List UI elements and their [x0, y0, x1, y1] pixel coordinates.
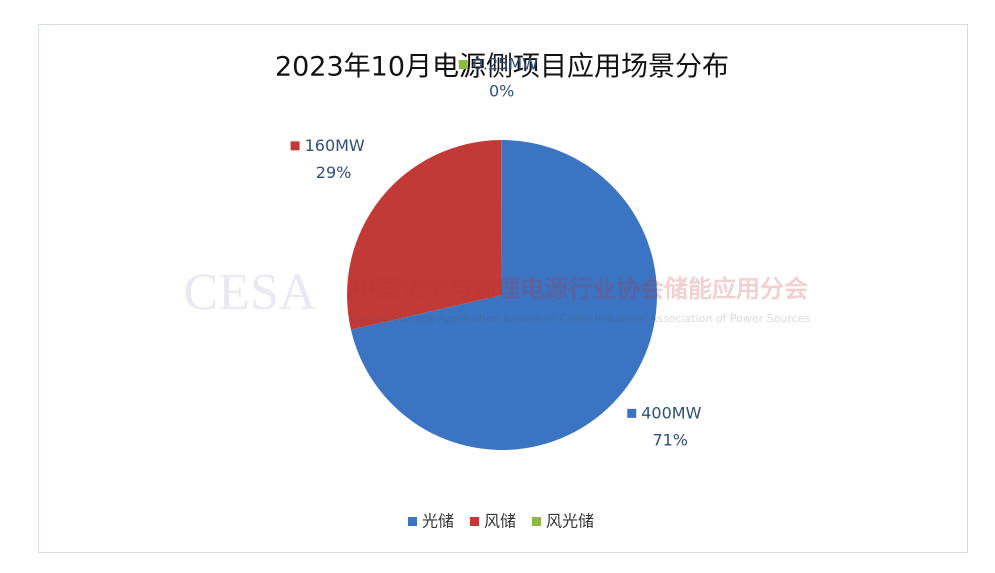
- plot: 400MW 71% 160MW 29% 0.25MW 0%: [290, 55, 702, 450]
- watermark: CESA 中国化学与物理电源行业协会储能应用分会 Energy Storage …: [184, 264, 811, 325]
- pie-slice: [350, 140, 657, 450]
- watermark-logo: CESA: [184, 264, 317, 321]
- label-swatch: [458, 60, 468, 70]
- pie-slice: [347, 140, 502, 330]
- chart-title: 2023年10月电源侧项目应用场景分布: [275, 52, 729, 83]
- value-label: 160MW: [305, 136, 365, 155]
- legend-label: 风光储: [546, 512, 594, 531]
- percent-label: 0%: [489, 82, 514, 101]
- label-swatch: [627, 408, 637, 418]
- watermark-name: 中国化学与物理电源行业协会储能应用分会: [352, 275, 808, 303]
- watermark-english: Energy Storage Application Branch of Chi…: [350, 312, 811, 325]
- value-label: 400MW: [641, 403, 701, 422]
- label-swatch: [290, 141, 300, 151]
- percent-label: 29%: [316, 163, 352, 182]
- legend-swatch: [470, 517, 479, 526]
- legend-swatch: [532, 517, 541, 526]
- legend-label: 光储: [422, 512, 454, 531]
- legend-swatch: [408, 517, 417, 526]
- legend: 光储 风储 风光储: [408, 512, 594, 531]
- value-label: 0.25MW: [473, 55, 538, 74]
- percent-label: 71%: [652, 430, 688, 449]
- legend-label: 风储: [484, 512, 516, 531]
